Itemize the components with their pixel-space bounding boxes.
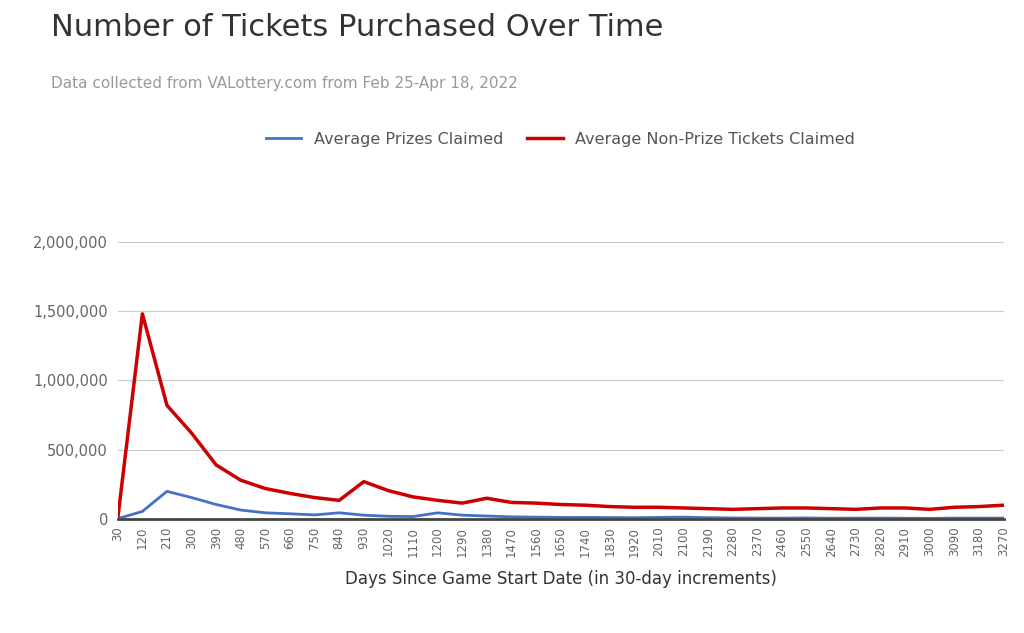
Average Prizes Claimed [776, 514, 788, 522]
Average Non-Prize Tickets Claimed [727, 506, 739, 513]
Line: Average Non-Prize Tickets Claimed: Average Non-Prize Tickets Claimed [118, 314, 1004, 518]
Average Prizes Claimed [801, 514, 813, 522]
Average Prizes Claimed [308, 511, 321, 518]
Average Non-Prize Tickets Claimed [284, 489, 296, 497]
Legend: Average Prizes Claimed, Average Non-Prize Tickets Claimed: Average Prizes Claimed, Average Non-Priz… [260, 125, 861, 153]
Average Non-Prize Tickets Claimed [924, 506, 936, 513]
Average Non-Prize Tickets Claimed [529, 499, 542, 507]
Average Non-Prize Tickets Claimed [136, 310, 148, 318]
Average Non-Prize Tickets Claimed [357, 478, 370, 486]
Average Prizes Claimed [185, 494, 198, 501]
Average Non-Prize Tickets Claimed [580, 501, 592, 509]
Average Non-Prize Tickets Claimed [850, 506, 862, 513]
Average Non-Prize Tickets Claimed [333, 496, 345, 504]
Average Prizes Claimed [136, 508, 148, 515]
Average Non-Prize Tickets Claimed [948, 503, 961, 511]
Average Non-Prize Tickets Claimed [997, 501, 1010, 509]
Average Prizes Claimed [456, 511, 468, 519]
Average Non-Prize Tickets Claimed [185, 429, 198, 437]
Average Prizes Claimed [161, 487, 173, 495]
Average Non-Prize Tickets Claimed [899, 504, 911, 511]
Average Non-Prize Tickets Claimed [776, 504, 788, 511]
Average Non-Prize Tickets Claimed [505, 499, 517, 506]
Average Non-Prize Tickets Claimed [382, 487, 394, 494]
Average Prizes Claimed [973, 514, 985, 522]
Average Prizes Claimed [948, 514, 961, 522]
Average Non-Prize Tickets Claimed [801, 504, 813, 511]
Average Prizes Claimed [752, 514, 764, 522]
Average Prizes Claimed [604, 514, 616, 522]
Average Non-Prize Tickets Claimed [752, 505, 764, 513]
X-axis label: Days Since Game Start Date (in 30-day increments): Days Since Game Start Date (in 30-day in… [345, 570, 776, 589]
Average Prizes Claimed [997, 514, 1010, 522]
Average Prizes Claimed [112, 515, 124, 522]
Average Non-Prize Tickets Claimed [555, 501, 567, 508]
Average Non-Prize Tickets Claimed [653, 503, 666, 511]
Average Prizes Claimed [580, 513, 592, 521]
Average Prizes Claimed [357, 511, 370, 519]
Average Prizes Claimed [825, 515, 838, 522]
Average Non-Prize Tickets Claimed [234, 477, 247, 484]
Average Prizes Claimed [678, 513, 690, 521]
Average Prizes Claimed [210, 501, 222, 508]
Text: Number of Tickets Purchased Over Time: Number of Tickets Purchased Over Time [51, 13, 664, 42]
Text: Data collected from VALottery.com from Feb 25-Apr 18, 2022: Data collected from VALottery.com from F… [51, 76, 518, 91]
Average Prizes Claimed [653, 513, 666, 521]
Average Non-Prize Tickets Claimed [702, 505, 715, 513]
Average Non-Prize Tickets Claimed [874, 504, 887, 511]
Average Prizes Claimed [874, 514, 887, 522]
Average Non-Prize Tickets Claimed [825, 505, 838, 513]
Average Prizes Claimed [407, 513, 419, 520]
Average Prizes Claimed [480, 512, 493, 520]
Average Prizes Claimed [924, 515, 936, 522]
Average Prizes Claimed [850, 514, 862, 522]
Average Prizes Claimed [431, 509, 443, 517]
Average Prizes Claimed [899, 515, 911, 522]
Average Prizes Claimed [333, 509, 345, 517]
Average Non-Prize Tickets Claimed [678, 504, 690, 511]
Average Non-Prize Tickets Claimed [259, 485, 271, 492]
Average Non-Prize Tickets Claimed [210, 461, 222, 469]
Average Prizes Claimed [284, 510, 296, 518]
Average Prizes Claimed [629, 514, 641, 522]
Average Non-Prize Tickets Claimed [973, 503, 985, 510]
Average Prizes Claimed [727, 514, 739, 522]
Average Non-Prize Tickets Claimed [161, 401, 173, 409]
Average Non-Prize Tickets Claimed [407, 493, 419, 501]
Average Prizes Claimed [505, 513, 517, 520]
Average Prizes Claimed [259, 509, 271, 517]
Average Prizes Claimed [234, 506, 247, 514]
Average Non-Prize Tickets Claimed [629, 503, 641, 511]
Average Prizes Claimed [529, 513, 542, 521]
Average Non-Prize Tickets Claimed [480, 494, 493, 502]
Line: Average Prizes Claimed: Average Prizes Claimed [118, 491, 1004, 518]
Average Prizes Claimed [702, 514, 715, 522]
Average Prizes Claimed [555, 513, 567, 521]
Average Non-Prize Tickets Claimed [604, 503, 616, 510]
Average Non-Prize Tickets Claimed [456, 499, 468, 507]
Average Non-Prize Tickets Claimed [308, 494, 321, 501]
Average Non-Prize Tickets Claimed [431, 496, 443, 504]
Average Non-Prize Tickets Claimed [112, 515, 124, 522]
Average Prizes Claimed [382, 513, 394, 520]
